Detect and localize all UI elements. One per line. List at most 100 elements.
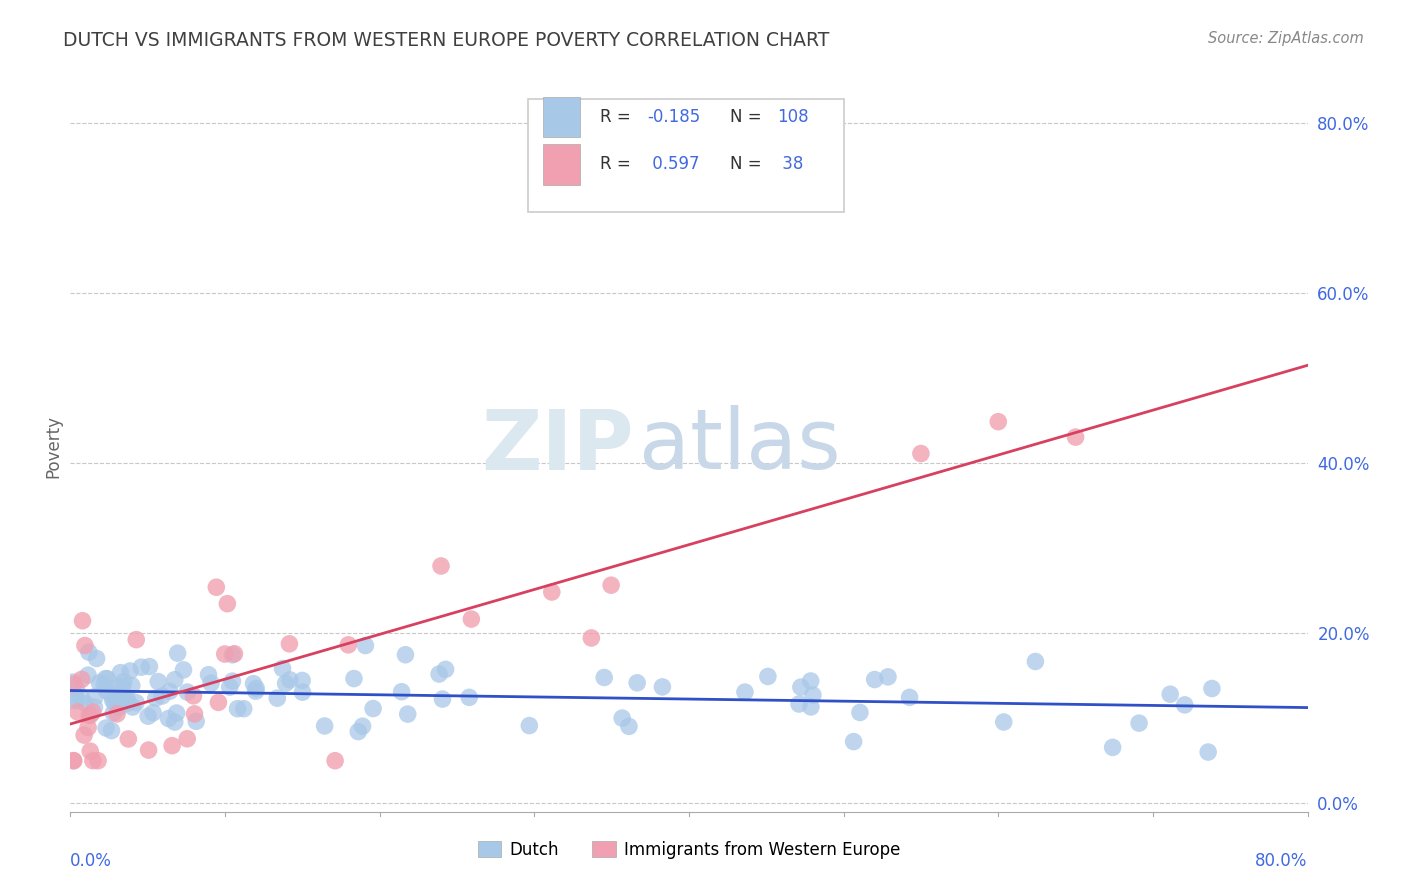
- Point: [86, 651, 108, 665]
- Point: [84, 690, 107, 704]
- Point: [801, 688, 824, 702]
- Legend: Dutch, Immigrants from Western Europe: Dutch, Immigrants from Western Europe: [471, 834, 907, 865]
- Point: [62, 754, 84, 768]
- Point: [87, 754, 110, 768]
- Text: 108: 108: [776, 108, 808, 126]
- Text: 0.597: 0.597: [647, 155, 699, 173]
- Point: [160, 739, 183, 753]
- Point: [136, 709, 159, 723]
- Point: [183, 706, 205, 721]
- Point: [72, 614, 94, 628]
- Point: [159, 684, 181, 698]
- Point: [82, 754, 104, 768]
- Point: [626, 675, 648, 690]
- Point: [105, 692, 128, 706]
- Point: [842, 734, 865, 748]
- Point: [163, 714, 186, 729]
- Point: [354, 639, 377, 653]
- Point: [94, 721, 117, 735]
- Point: [129, 660, 152, 674]
- FancyBboxPatch shape: [543, 96, 581, 137]
- Point: [65, 681, 87, 696]
- Point: [94, 672, 117, 686]
- FancyBboxPatch shape: [543, 145, 581, 185]
- Point: [75, 697, 97, 711]
- Point: [145, 691, 167, 706]
- Point: [121, 679, 143, 693]
- Point: [540, 585, 562, 599]
- Point: [70, 673, 93, 687]
- Text: 80.0%: 80.0%: [1256, 852, 1308, 870]
- Point: [125, 696, 148, 710]
- Point: [427, 667, 450, 681]
- Point: [1159, 687, 1181, 701]
- Point: [111, 680, 134, 694]
- Point: [157, 712, 180, 726]
- Point: [226, 702, 249, 716]
- Point: [120, 664, 142, 678]
- Point: [82, 705, 104, 719]
- Point: [166, 706, 188, 720]
- Point: [112, 690, 135, 704]
- Point: [221, 674, 243, 689]
- Point: [394, 648, 416, 662]
- Point: [62, 754, 84, 768]
- Point: [200, 676, 222, 690]
- Point: [77, 645, 100, 659]
- Point: [800, 673, 823, 688]
- Point: [117, 693, 139, 707]
- Point: [877, 670, 900, 684]
- Point: [65, 693, 87, 707]
- Point: [517, 718, 540, 732]
- Point: [96, 683, 118, 698]
- Point: [73, 728, 96, 742]
- Point: [343, 672, 366, 686]
- Point: [337, 638, 360, 652]
- Point: [207, 695, 229, 709]
- Point: [224, 647, 246, 661]
- Point: [396, 707, 419, 722]
- Point: [245, 684, 267, 698]
- Point: [323, 754, 346, 768]
- Point: [117, 731, 139, 746]
- Point: [183, 689, 205, 703]
- Text: R =: R =: [600, 155, 636, 173]
- Point: [214, 647, 236, 661]
- Point: [150, 689, 173, 703]
- Point: [65, 691, 87, 706]
- Point: [790, 680, 813, 694]
- Point: [100, 723, 122, 738]
- Point: [103, 706, 125, 720]
- Text: R =: R =: [600, 108, 636, 126]
- Text: DUTCH VS IMMIGRANTS FROM WESTERN EUROPE POVERTY CORRELATION CHART: DUTCH VS IMMIGRANTS FROM WESTERN EUROPE …: [63, 31, 830, 50]
- Point: [107, 681, 129, 695]
- Point: [1024, 655, 1046, 669]
- Point: [117, 696, 139, 710]
- Point: [898, 690, 921, 705]
- Point: [100, 688, 122, 702]
- Point: [787, 697, 810, 711]
- Point: [430, 559, 453, 574]
- Point: [73, 639, 96, 653]
- Point: [361, 701, 384, 715]
- Point: [221, 648, 243, 662]
- Point: [108, 700, 131, 714]
- Point: [863, 673, 886, 687]
- Point: [218, 680, 240, 694]
- Point: [83, 700, 105, 714]
- Text: N =: N =: [730, 108, 766, 126]
- Point: [205, 580, 228, 594]
- Point: [849, 706, 872, 720]
- Point: [166, 646, 188, 660]
- Point: [266, 691, 288, 706]
- Point: [1197, 745, 1219, 759]
- Point: [105, 706, 128, 721]
- Point: [987, 415, 1010, 429]
- Point: [79, 744, 101, 758]
- Point: [458, 690, 481, 705]
- Point: [101, 693, 124, 707]
- Point: [79, 708, 101, 723]
- Text: 0.0%: 0.0%: [70, 852, 112, 870]
- Point: [347, 724, 370, 739]
- Point: [62, 675, 84, 690]
